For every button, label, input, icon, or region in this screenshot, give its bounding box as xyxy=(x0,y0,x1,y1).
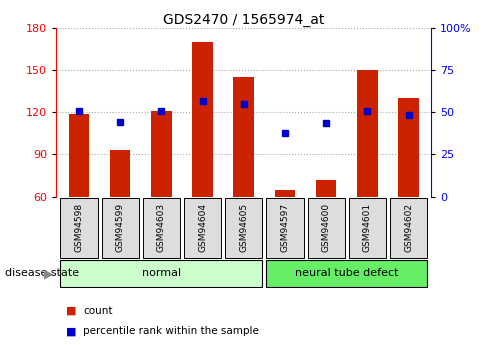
Text: GSM94598: GSM94598 xyxy=(74,203,83,252)
Text: GSM94602: GSM94602 xyxy=(404,203,413,252)
Bar xyxy=(357,70,378,197)
Bar xyxy=(101,198,139,257)
Bar xyxy=(69,114,89,197)
Text: ▶: ▶ xyxy=(44,267,53,280)
Text: GSM94601: GSM94601 xyxy=(363,203,372,252)
Bar xyxy=(233,77,254,197)
Bar xyxy=(192,42,213,197)
Text: percentile rank within the sample: percentile rank within the sample xyxy=(83,326,259,336)
Text: GSM94600: GSM94600 xyxy=(321,203,331,252)
Text: GSM94597: GSM94597 xyxy=(280,203,290,252)
Bar xyxy=(60,260,262,287)
Text: disease state: disease state xyxy=(5,268,79,278)
Bar xyxy=(390,198,427,257)
Bar xyxy=(308,198,344,257)
Bar xyxy=(151,111,171,197)
Bar xyxy=(110,150,130,197)
Text: count: count xyxy=(83,306,113,315)
Text: GSM94604: GSM94604 xyxy=(198,203,207,252)
Text: neural tube defect: neural tube defect xyxy=(295,268,398,278)
Bar xyxy=(225,198,262,257)
Text: normal: normal xyxy=(142,268,181,278)
Text: GSM94605: GSM94605 xyxy=(239,203,248,252)
Bar xyxy=(398,98,419,197)
Bar xyxy=(60,198,98,257)
Text: ■: ■ xyxy=(66,306,76,315)
Text: GSM94603: GSM94603 xyxy=(157,203,166,252)
Text: GSM94599: GSM94599 xyxy=(116,203,124,252)
Text: ■: ■ xyxy=(66,326,76,336)
Bar xyxy=(267,260,427,287)
Bar xyxy=(349,198,386,257)
Bar xyxy=(267,198,303,257)
Bar xyxy=(143,198,180,257)
Bar xyxy=(316,180,337,197)
Bar xyxy=(184,198,221,257)
Title: GDS2470 / 1565974_at: GDS2470 / 1565974_at xyxy=(163,12,324,27)
Bar xyxy=(275,190,295,197)
